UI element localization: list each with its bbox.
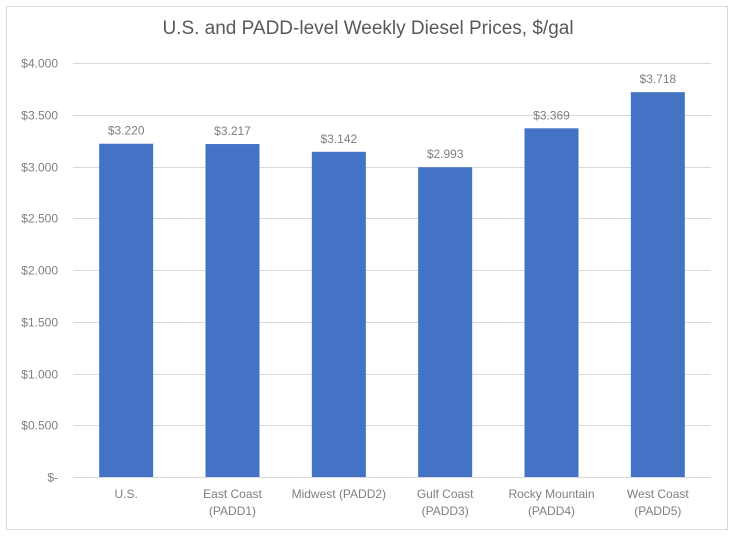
x-category-label: (PADD1) [209, 504, 256, 518]
data-label: $3.220 [108, 124, 145, 138]
data-label: $3.142 [320, 132, 357, 146]
x-category-label: (PADD3) [422, 504, 469, 518]
x-category-label: Gulf Coast [417, 487, 474, 501]
data-label: $3.217 [214, 124, 251, 138]
y-tick-label: $1.000 [21, 368, 58, 382]
chart-title: U.S. and PADD-level Weekly Diesel Prices… [162, 18, 574, 39]
bar [205, 144, 260, 477]
data-label: $3.369 [533, 108, 570, 122]
x-category-label: (PADD4) [528, 504, 575, 518]
bar [99, 143, 154, 478]
x-category-label: West Coast [627, 487, 689, 501]
x-category-label: Midwest (PADD2) [292, 487, 386, 501]
y-tick-label: $3.500 [21, 109, 58, 123]
bar [630, 92, 685, 477]
data-labels: $3.220 $3.217 $3.142 $2.993 $3.369 $3.718 [108, 72, 677, 161]
bar [524, 128, 579, 477]
x-category-label: Rocky Mountain [508, 487, 594, 501]
y-tick-label: $4.000 [21, 57, 58, 71]
x-category-label: U.S. [114, 487, 137, 501]
data-label: $3.718 [639, 72, 676, 86]
bar [418, 167, 473, 478]
bar [311, 151, 366, 478]
y-tick-label: $1.500 [21, 316, 58, 330]
x-axis-categories: U.S. East Coast (PADD1) Midwest (PADD2) Gulf… [114, 487, 689, 518]
y-axis-ticks: $- $0.500 $1.000 $1.500 $2.000 $2.500 $3.000 $3… [21, 57, 58, 485]
y-tick-label: $3.000 [21, 161, 58, 175]
y-tick-label: $2.000 [21, 264, 58, 278]
bars [99, 92, 685, 478]
x-category-label: (PADD5) [634, 504, 681, 518]
x-category-label: East Coast [203, 487, 262, 501]
gridlines [73, 63, 711, 478]
data-label: $2.993 [427, 147, 464, 161]
y-tick-label: $- [47, 471, 58, 485]
y-tick-label: $0.500 [21, 419, 58, 433]
y-tick-label: $2.500 [21, 212, 58, 226]
